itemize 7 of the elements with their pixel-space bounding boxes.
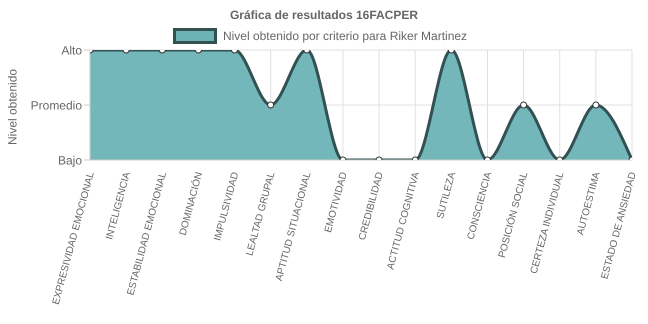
category-label: Alto bbox=[61, 43, 82, 58]
legend-label: Nivel obtenido por criterio para Riker Martinez bbox=[222, 28, 468, 44]
category-label: Bajo bbox=[58, 153, 82, 168]
chart-title: Gráfica de resultados 16FACPER bbox=[228, 8, 420, 24]
category-label: Promedio bbox=[30, 98, 82, 112]
y-axis-title: Nivel obtenido bbox=[5, 68, 20, 145]
x-tick-label: LEALTAD GRUPAL bbox=[244, 170, 278, 258]
